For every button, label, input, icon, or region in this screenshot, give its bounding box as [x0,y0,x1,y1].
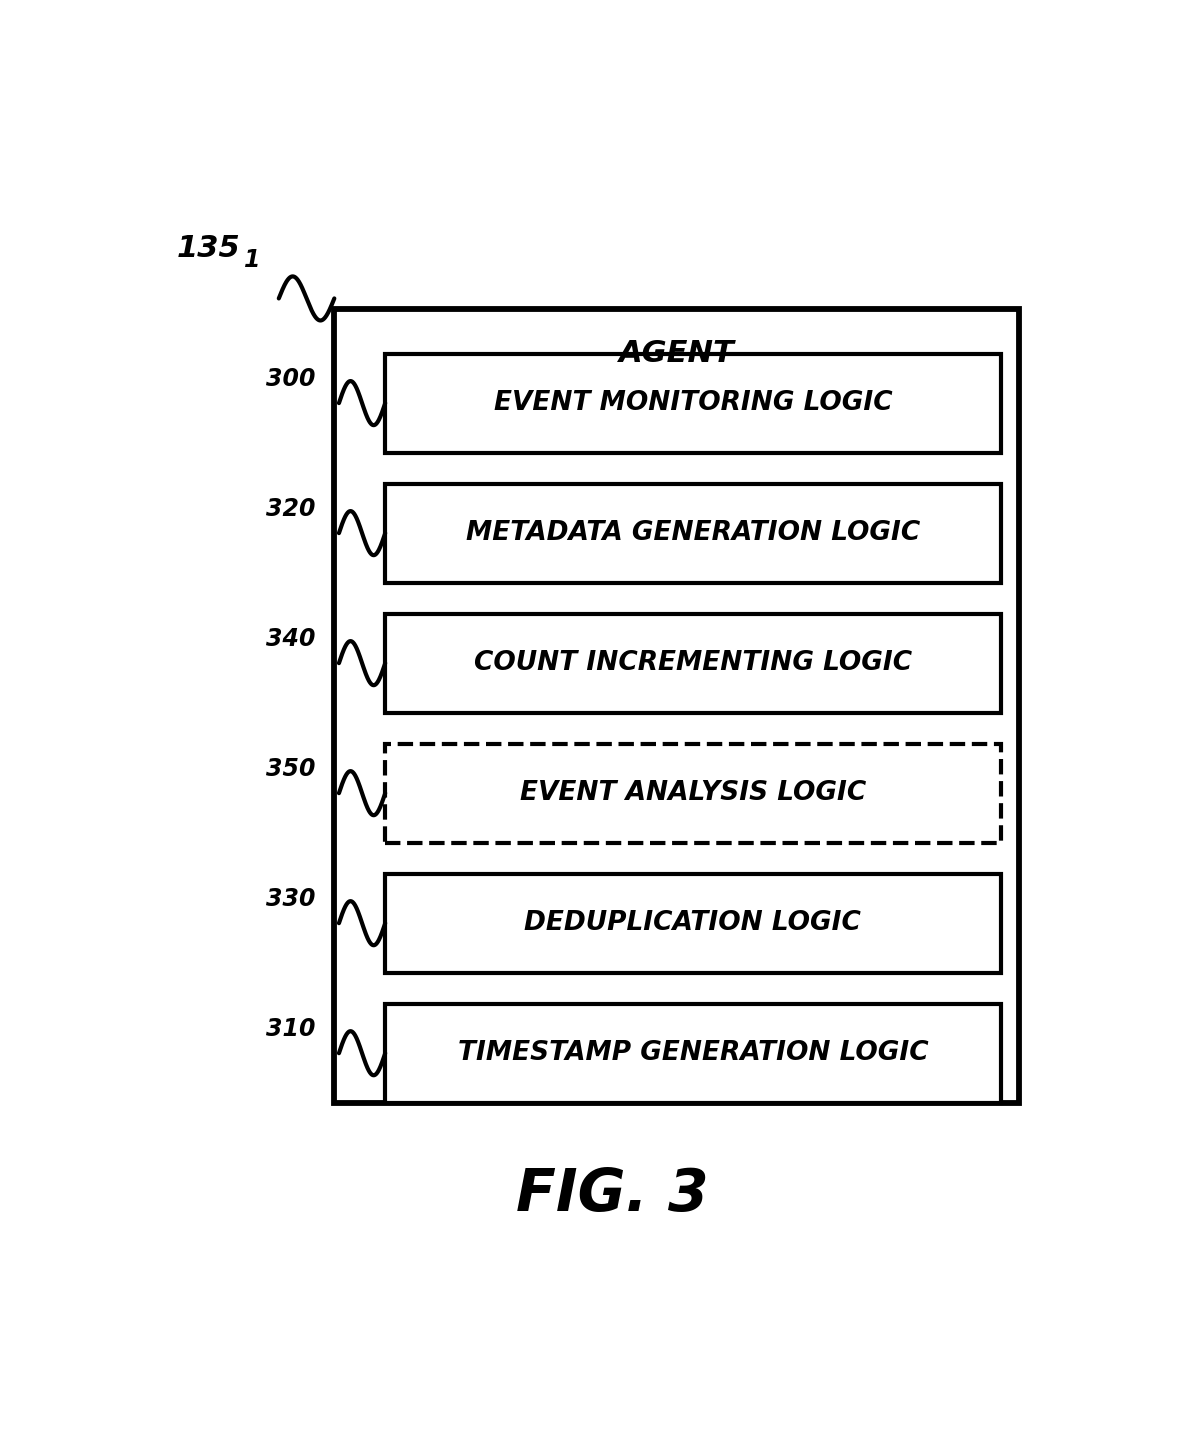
Text: 135: 135 [177,235,241,263]
FancyBboxPatch shape [386,353,1001,452]
FancyBboxPatch shape [386,614,1001,713]
Text: 300: 300 [266,366,316,391]
Text: EVENT ANALYSIS LOGIC: EVENT ANALYSIS LOGIC [519,780,866,806]
Text: 330: 330 [266,887,316,912]
FancyBboxPatch shape [386,744,1001,843]
Text: FIG. 3: FIG. 3 [516,1166,708,1222]
Text: METADATA GENERATION LOGIC: METADATA GENERATION LOGIC [466,519,921,547]
Text: 310: 310 [266,1017,316,1040]
Text: EVENT MONITORING LOGIC: EVENT MONITORING LOGIC [493,391,892,416]
FancyBboxPatch shape [386,873,1001,973]
Text: COUNT INCREMENTING LOGIC: COUNT INCREMENTING LOGIC [474,650,912,677]
FancyBboxPatch shape [334,309,1020,1103]
Text: 1: 1 [244,248,260,272]
Text: TIMESTAMP GENERATION LOGIC: TIMESTAMP GENERATION LOGIC [457,1040,928,1066]
Text: 320: 320 [266,497,316,521]
Text: AGENT: AGENT [618,339,734,368]
FancyBboxPatch shape [386,484,1001,582]
Text: DEDUPLICATION LOGIC: DEDUPLICATION LOGIC [524,910,861,936]
Text: 350: 350 [266,757,316,781]
Text: 340: 340 [266,627,316,651]
FancyBboxPatch shape [386,1003,1001,1103]
